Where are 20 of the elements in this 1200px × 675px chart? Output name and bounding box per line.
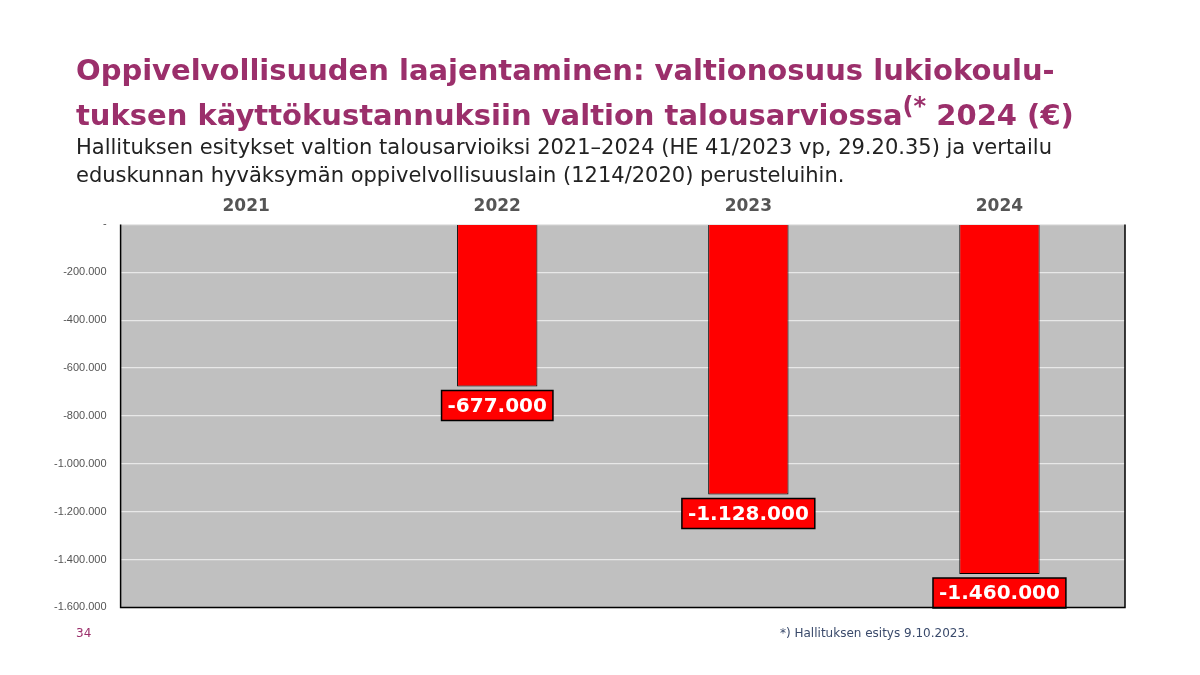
data-label: -677.000 [447, 392, 547, 417]
x-tick-label: 2022 [473, 194, 521, 215]
x-tick-label: 2021 [222, 194, 270, 215]
text: 34 [76, 626, 92, 640]
y-tick-label: -200.000 [63, 265, 107, 278]
y-tick-label: -800.000 [63, 408, 107, 421]
y-tick-label: -400.000 [63, 313, 107, 326]
y-tick-label: -1.000.000 [53, 456, 107, 469]
y-tick-label: - [102, 217, 107, 230]
data-label: -1.128.000 [687, 500, 809, 525]
text: *) Hallituksen esitys 9.10.2023. [780, 626, 969, 640]
chart-subtitle: Hallituksen esitykset valtion talousarvioiksi 2021–2024 (HE 41/2023 vp, 29.20.35) ja vertailu eduskunnan hyväksymän oppivelvollisuuslain (1214/2020) perusteluihin. [76, 134, 1053, 189]
y-tick-label: -1.600.000 [53, 600, 107, 613]
chart-title: Oppivelvollisuuden laajentaminen: valtionosuus lukiokoulu- tuksen käyttökustannuksiin valtion talousarviossa$^{(*}$ 2024 (€) [76, 52, 1075, 133]
y-tick-label: -1.200.000 [53, 504, 107, 517]
y-tick-label: -600.000 [63, 361, 107, 374]
x-tick-label: 2023 [724, 194, 773, 215]
x-tick-label: 2024 [975, 194, 1024, 215]
data-label: -1.460.000 [938, 580, 1060, 605]
y-tick-label: -1.400.000 [53, 552, 107, 565]
